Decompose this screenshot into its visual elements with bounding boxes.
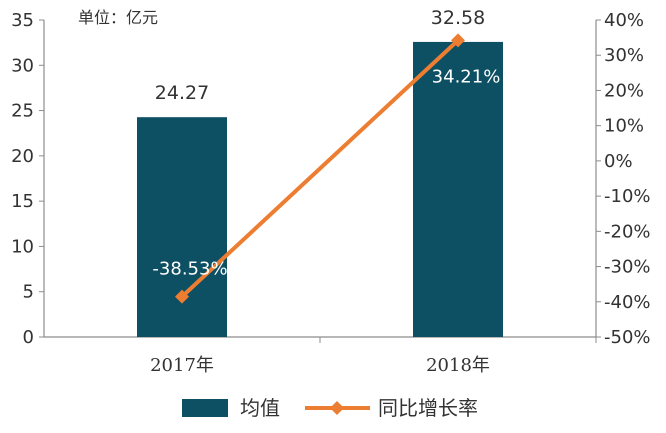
left-tick-label: 5: [23, 282, 34, 303]
legend-bar-swatch: [182, 399, 228, 417]
legend-line-marker: [330, 401, 344, 415]
line-point: [451, 33, 465, 48]
bar: [137, 117, 227, 338]
right-tick-label: -10%: [604, 186, 651, 207]
legend-bar-label: 均值: [240, 396, 280, 420]
right-tick-label: -20%: [604, 221, 651, 242]
growth-line: [180, 38, 460, 299]
legend: 均值 同比增长率: [182, 396, 478, 420]
left-tick-label: 10: [11, 236, 34, 257]
right-tick-label: 0%: [604, 151, 633, 172]
right-tick-label: 20%: [604, 80, 644, 101]
right-tick-label: 10%: [604, 116, 644, 137]
legend-line-label: 同比增长率: [378, 396, 478, 420]
line-value-label: 34.21%: [432, 66, 501, 87]
right-tick-label: -40%: [604, 292, 651, 313]
x-tick-label: 2017年: [150, 355, 214, 376]
left-tick-label: 20: [11, 146, 34, 167]
bar-value-label: 24.27: [155, 82, 209, 104]
left-tick-label: 30: [11, 55, 34, 76]
line-point: [175, 289, 189, 304]
left-tick-label: 0: [23, 327, 34, 348]
bar: [413, 41, 503, 338]
line-series: [175, 33, 465, 304]
right-tick-label: 40%: [604, 10, 644, 31]
left-tick-label: 35: [11, 10, 34, 31]
x-tick-label: 2018年: [426, 355, 490, 376]
left-tick-label: 15: [11, 191, 34, 212]
axes: 0 5 10 15 20 25 30 35 -50% -40% -30% -20% -10% 0% 10% 2…: [11, 10, 650, 376]
left-tick-label: 25: [11, 101, 34, 122]
right-tick-label: 30%: [604, 45, 644, 66]
unit-label: 单位：亿元: [78, 8, 158, 27]
line-value-label: -38.53%: [152, 259, 227, 280]
right-tick-label: -30%: [604, 257, 651, 278]
bar-value-label: 32.58: [431, 7, 485, 29]
right-tick-label: -50%: [604, 327, 651, 348]
data-labels: 24.27 32.58 -38.53% 34.21%: [152, 7, 500, 280]
